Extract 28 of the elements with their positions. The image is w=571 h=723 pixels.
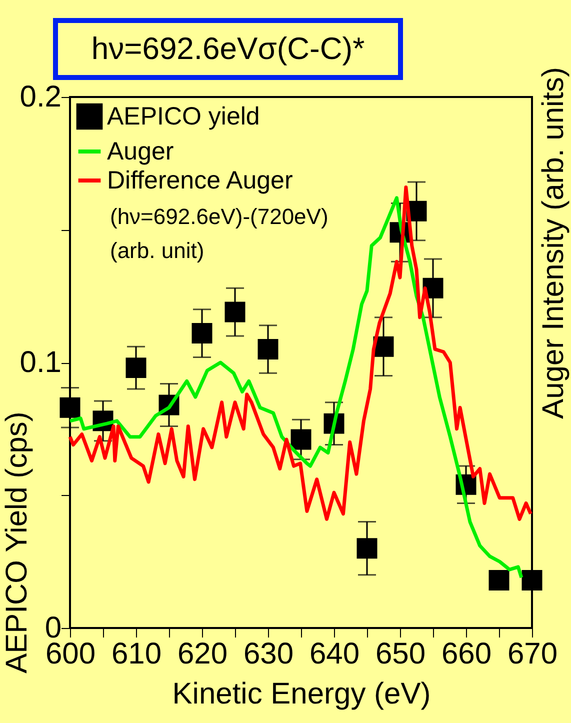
x-axis-title: Kinetic Energy (eV) [172, 678, 431, 710]
x-tick-label: 600 [45, 638, 96, 670]
y-tick-label: 0.1 [20, 346, 62, 379]
x-tick-label: 670 [507, 638, 558, 670]
legend-label: Difference Auger [107, 166, 293, 194]
x-tick-label: 640 [309, 638, 360, 670]
point [126, 358, 146, 378]
point [258, 338, 278, 360]
point [192, 323, 212, 344]
annotation: (arb. unit) [110, 238, 204, 263]
x-tick-label: 630 [243, 638, 294, 670]
point [224, 302, 246, 322]
y2-axis-title: Auger Intensity (arb. units) [537, 67, 570, 419]
x-tick-label: 610 [111, 638, 162, 670]
legend-label: Auger [107, 138, 174, 166]
point [60, 397, 80, 418]
x-tick-label: 650 [375, 638, 426, 670]
point [356, 538, 378, 559]
legend-label: AEPICO yield [107, 102, 260, 130]
point [488, 570, 510, 590]
y-axis-title: AEPICO Yield (cps) [0, 412, 34, 674]
annotation: (hν=692.6eV)-(720eV) [110, 204, 328, 229]
y-tick-label: 0.2 [20, 80, 62, 114]
point [522, 570, 542, 590]
chart-title: hν=692.6eVσ(C-C)* [53, 18, 403, 80]
x-tick-label: 660 [441, 638, 492, 670]
x-tick-label: 620 [177, 638, 228, 670]
point [290, 429, 312, 450]
